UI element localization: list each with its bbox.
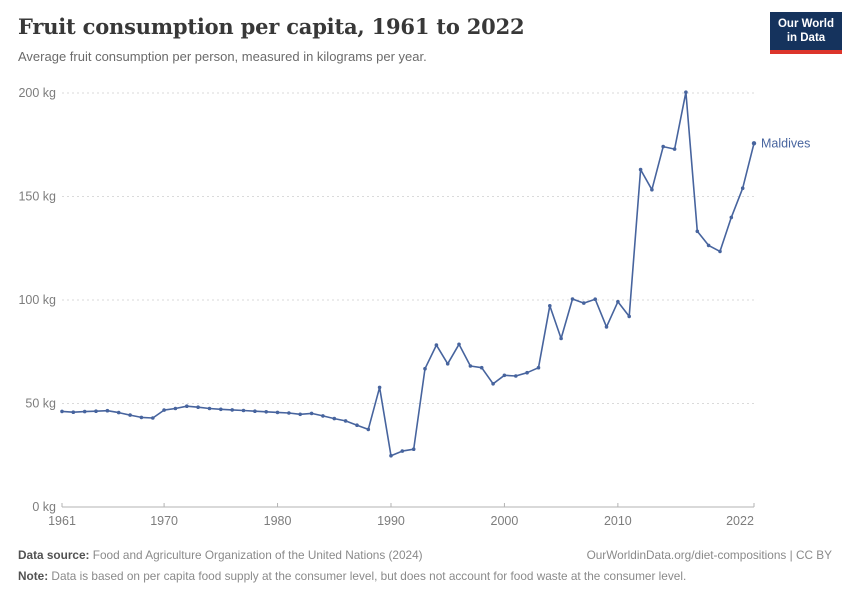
data-point-1974 bbox=[207, 406, 212, 411]
x-axis-label-2000: 2000 bbox=[491, 514, 519, 528]
data-point-1984 bbox=[321, 414, 325, 418]
data-point-1992 bbox=[411, 447, 416, 452]
data-point-1987 bbox=[355, 423, 359, 428]
data-point-2018 bbox=[706, 243, 711, 248]
owid-logo-text: Our World in Data bbox=[770, 12, 842, 50]
data-point-2004 bbox=[548, 304, 552, 308]
y-axis-label-150: 150 kg bbox=[18, 190, 56, 204]
y-axis-label-100: 100 kg bbox=[18, 293, 56, 307]
data-point-1971 bbox=[173, 406, 178, 411]
data-point-1968 bbox=[139, 415, 144, 420]
data-point-1989 bbox=[377, 385, 382, 390]
data-point-1977 bbox=[241, 408, 246, 413]
data-point-1961 bbox=[60, 409, 64, 414]
data-point-2022 bbox=[751, 141, 757, 146]
data-point-1967 bbox=[128, 413, 132, 417]
data-point-1985 bbox=[332, 416, 337, 421]
data-point-1979 bbox=[264, 410, 269, 414]
data-point-1982 bbox=[298, 412, 303, 417]
y-axis-label-0: 0 kg bbox=[32, 500, 56, 514]
x-axis-label-1990: 1990 bbox=[377, 514, 405, 528]
x-axis-label-1970: 1970 bbox=[150, 514, 178, 528]
data-point-1983 bbox=[309, 411, 314, 416]
citation-link[interactable]: OurWorldinData.org/diet-compositions | C… bbox=[586, 548, 832, 562]
data-source-line: Data source: Food and Agriculture Organi… bbox=[18, 548, 423, 562]
data-point-2005 bbox=[559, 336, 563, 341]
data-point-1999 bbox=[491, 382, 495, 386]
data-point-2017 bbox=[695, 229, 700, 234]
x-axis-label-1961: 1961 bbox=[48, 514, 76, 528]
data-point-2021 bbox=[740, 186, 745, 190]
data-point-1986 bbox=[343, 419, 348, 423]
data-point-1970 bbox=[162, 408, 166, 412]
chart-subtitle: Average fruit consumption per person, me… bbox=[18, 49, 427, 64]
data-point-2001 bbox=[514, 374, 518, 378]
data-point-1963 bbox=[82, 409, 87, 414]
data-point-1962 bbox=[71, 410, 76, 415]
footer: Data source: Food and Agriculture Organi… bbox=[18, 548, 832, 583]
data-source-text: Food and Agriculture Organization of the… bbox=[89, 548, 423, 562]
data-point-2013 bbox=[650, 187, 654, 192]
data-point-2008 bbox=[593, 297, 597, 302]
x-axis-label-2010: 2010 bbox=[604, 514, 632, 528]
data-point-2014 bbox=[661, 144, 665, 149]
note-text: Data is based on per capita food supply … bbox=[48, 569, 687, 583]
data-point-1990 bbox=[389, 453, 393, 458]
x-axis-label-2022: 2022 bbox=[726, 514, 754, 528]
data-point-1996 bbox=[457, 342, 461, 347]
page-title: Fruit consumption per capita, 1961 to 20… bbox=[18, 14, 525, 39]
data-point-1980 bbox=[275, 410, 280, 415]
data-point-2015 bbox=[672, 147, 677, 151]
data-point-1997 bbox=[468, 364, 473, 368]
data-point-2010 bbox=[616, 299, 620, 304]
data-point-1975 bbox=[219, 407, 223, 412]
data-point-2000 bbox=[502, 373, 507, 378]
data-point-2006 bbox=[570, 297, 575, 301]
data-point-1988 bbox=[366, 427, 371, 432]
owid-logo[interactable]: Our World in Data bbox=[770, 12, 842, 54]
data-point-1981 bbox=[287, 411, 291, 415]
data-point-1998 bbox=[479, 365, 484, 370]
data-point-1972 bbox=[185, 404, 189, 409]
y-axis-label-50: 50 kg bbox=[25, 397, 56, 411]
data-point-1994 bbox=[434, 343, 439, 347]
y-axis-label-200: 200 kg bbox=[18, 86, 56, 100]
data-point-1978 bbox=[253, 409, 257, 414]
owid-logo-red-bar bbox=[770, 50, 842, 54]
data-point-2020 bbox=[729, 215, 734, 220]
data-point-2011 bbox=[627, 314, 631, 319]
data-point-2016 bbox=[684, 90, 688, 94]
data-point-1965 bbox=[105, 408, 110, 413]
data-point-1973 bbox=[196, 405, 200, 410]
data-line-maldives bbox=[61, 91, 755, 457]
data-point-2019 bbox=[718, 249, 722, 254]
data-point-2012 bbox=[638, 167, 643, 172]
note-label: Note: bbox=[18, 569, 49, 583]
data-point-1966 bbox=[116, 410, 121, 415]
data-point-1993 bbox=[423, 366, 427, 371]
owid-logo-line2: in Data bbox=[786, 31, 826, 44]
data-point-1991 bbox=[400, 449, 405, 453]
x-axis-label-1980: 1980 bbox=[264, 514, 292, 528]
data-source-label: Data source: bbox=[18, 548, 90, 562]
note-line: Note: Data is based on per capita food s… bbox=[18, 569, 686, 583]
data-point-1976 bbox=[230, 408, 234, 412]
data-point-2009 bbox=[604, 325, 609, 329]
data-point-2007 bbox=[582, 301, 586, 305]
owid-logo-line1: Our World bbox=[777, 18, 834, 30]
data-point-2002 bbox=[525, 370, 529, 375]
data-point-1995 bbox=[445, 362, 450, 366]
data-point-1969 bbox=[151, 416, 155, 420]
series-label-maldives: Maldives bbox=[761, 136, 810, 150]
data-point-1964 bbox=[94, 409, 98, 414]
data-point-2003 bbox=[536, 365, 541, 370]
